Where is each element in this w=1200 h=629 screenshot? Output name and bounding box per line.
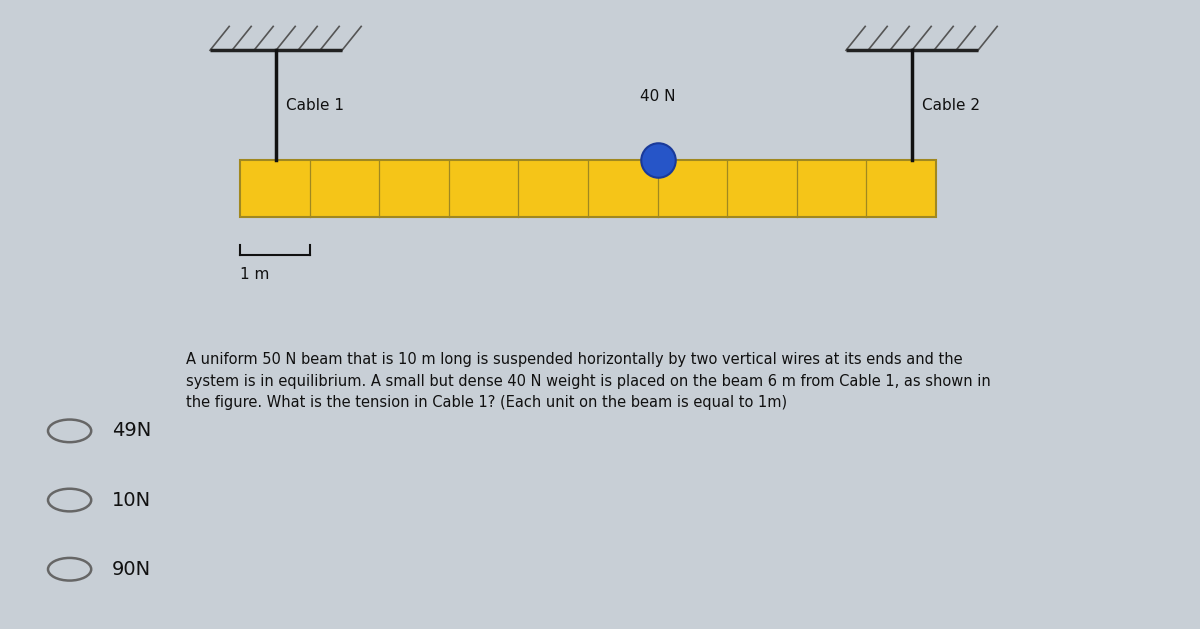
Text: 40 N: 40 N [640,89,676,104]
Text: 10N: 10N [112,491,151,509]
Text: A uniform 50 N beam that is 10 m long is suspended horizontally by two vertical : A uniform 50 N beam that is 10 m long is… [186,352,991,411]
Text: 1 m: 1 m [240,267,269,282]
Bar [240,160,936,217]
Text: Cable 1: Cable 1 [286,98,343,113]
Point [648,155,667,165]
Text: 49N: 49N [112,421,151,440]
Text: Cable 2: Cable 2 [922,98,979,113]
Text: 90N: 90N [112,560,151,579]
